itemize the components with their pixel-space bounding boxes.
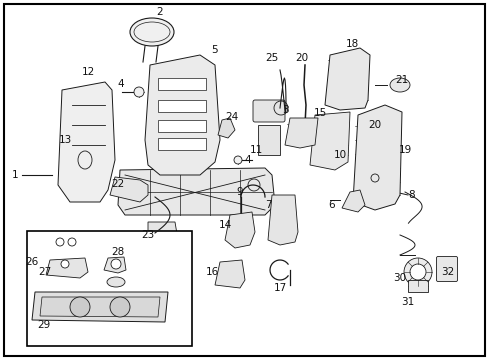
Text: 2: 2 xyxy=(156,7,163,17)
Text: 31: 31 xyxy=(401,297,414,307)
Text: 10: 10 xyxy=(333,150,346,160)
Text: 6: 6 xyxy=(328,200,335,210)
Polygon shape xyxy=(145,55,220,175)
Text: 26: 26 xyxy=(25,257,39,267)
Ellipse shape xyxy=(389,78,409,92)
Text: 15: 15 xyxy=(313,108,326,118)
FancyBboxPatch shape xyxy=(252,100,285,122)
Ellipse shape xyxy=(107,277,125,287)
Circle shape xyxy=(110,297,130,317)
Polygon shape xyxy=(218,118,235,138)
Text: 14: 14 xyxy=(218,220,231,230)
Text: 25: 25 xyxy=(265,53,278,63)
Text: 21: 21 xyxy=(395,75,408,85)
Text: 3: 3 xyxy=(281,105,288,115)
Polygon shape xyxy=(118,168,274,215)
Ellipse shape xyxy=(130,18,174,46)
Text: 27: 27 xyxy=(38,267,52,277)
Text: 16: 16 xyxy=(205,267,218,277)
Text: 19: 19 xyxy=(398,145,411,155)
Polygon shape xyxy=(110,177,148,202)
Text: 29: 29 xyxy=(37,320,51,330)
Text: 28: 28 xyxy=(111,247,124,257)
Text: 32: 32 xyxy=(441,267,454,277)
Text: 11: 11 xyxy=(249,145,262,155)
Polygon shape xyxy=(341,190,364,212)
Text: 17: 17 xyxy=(273,283,286,293)
Circle shape xyxy=(403,258,431,286)
Text: 8: 8 xyxy=(408,190,414,200)
Polygon shape xyxy=(352,105,401,210)
Circle shape xyxy=(409,264,425,280)
Text: 20: 20 xyxy=(295,53,308,63)
Polygon shape xyxy=(267,195,297,245)
Bar xyxy=(27,231,192,346)
FancyBboxPatch shape xyxy=(436,256,457,282)
Text: 7: 7 xyxy=(264,200,271,210)
Circle shape xyxy=(70,297,90,317)
Text: 22: 22 xyxy=(111,179,124,189)
Circle shape xyxy=(111,259,121,269)
Polygon shape xyxy=(309,112,349,170)
Polygon shape xyxy=(46,258,88,278)
Polygon shape xyxy=(32,292,168,322)
Circle shape xyxy=(234,156,242,164)
Bar xyxy=(407,280,427,292)
Text: 24: 24 xyxy=(225,112,238,122)
Polygon shape xyxy=(285,118,317,148)
Circle shape xyxy=(61,260,69,268)
Text: 30: 30 xyxy=(393,273,406,283)
Polygon shape xyxy=(224,212,254,248)
Text: 1: 1 xyxy=(12,170,18,180)
Circle shape xyxy=(56,238,64,246)
Bar xyxy=(158,78,205,90)
Polygon shape xyxy=(104,257,126,273)
Bar xyxy=(158,100,205,112)
Text: 9: 9 xyxy=(236,187,243,197)
Circle shape xyxy=(134,87,143,97)
Polygon shape xyxy=(215,260,244,288)
Text: 13: 13 xyxy=(58,135,71,145)
Text: 18: 18 xyxy=(345,39,358,49)
Polygon shape xyxy=(148,222,178,240)
Text: 23: 23 xyxy=(141,230,154,240)
Text: 4: 4 xyxy=(244,155,251,165)
Bar xyxy=(158,138,205,150)
Bar xyxy=(158,120,205,132)
Text: 5: 5 xyxy=(211,45,218,55)
Text: 20: 20 xyxy=(367,120,381,130)
Bar xyxy=(258,125,280,155)
Polygon shape xyxy=(325,48,369,110)
Polygon shape xyxy=(40,297,160,317)
Circle shape xyxy=(68,238,76,246)
Text: 12: 12 xyxy=(81,67,95,77)
Text: 4: 4 xyxy=(118,79,124,89)
Polygon shape xyxy=(58,82,115,202)
